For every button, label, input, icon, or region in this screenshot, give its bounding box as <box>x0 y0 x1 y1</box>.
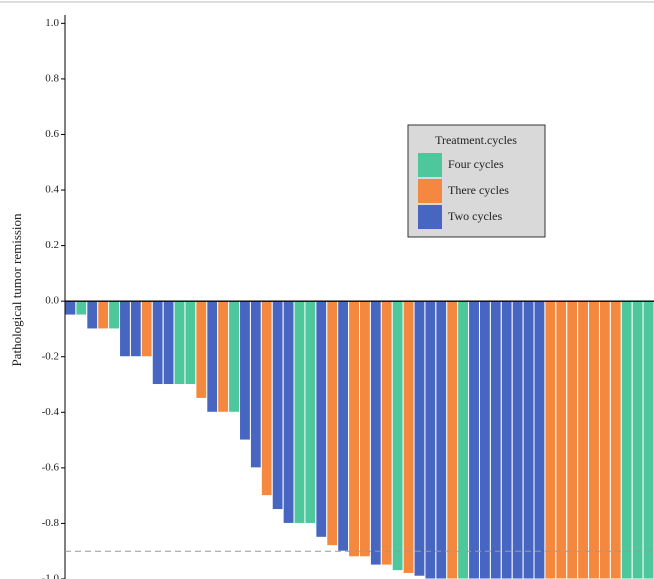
y-tick-label: 0.6 <box>45 128 59 140</box>
bar <box>402 300 415 574</box>
bar <box>598 300 611 579</box>
bar <box>64 300 77 316</box>
bar <box>75 300 88 316</box>
y-tick-label: -0.8 <box>42 517 60 529</box>
bar <box>489 300 502 579</box>
bar <box>413 300 426 577</box>
bar <box>271 300 284 511</box>
bar <box>228 300 241 413</box>
bar <box>500 300 513 579</box>
bar <box>239 300 251 441</box>
bar <box>511 300 524 579</box>
bar <box>369 300 382 566</box>
bar <box>380 300 393 566</box>
bar <box>468 300 480 579</box>
bar <box>326 300 339 547</box>
bar <box>304 300 317 524</box>
bar <box>391 300 404 572</box>
bar <box>195 300 208 399</box>
bar <box>588 300 600 579</box>
y-tick-label: -0.6 <box>42 461 60 473</box>
bar <box>359 300 371 558</box>
y-tick-label: 0.8 <box>45 72 59 84</box>
bar <box>293 300 306 524</box>
y-axis-title: Pathological tumor remission <box>9 213 24 367</box>
legend-title: Treatment.cycles <box>435 133 517 147</box>
bar <box>577 300 590 579</box>
bar <box>337 300 350 552</box>
bar <box>129 300 142 358</box>
bar <box>609 300 622 579</box>
bar <box>260 300 273 497</box>
bar <box>533 300 546 579</box>
bar <box>108 300 121 330</box>
bar <box>249 300 262 469</box>
bar <box>97 300 110 330</box>
bar <box>642 300 654 579</box>
legend-label: Four cycles <box>448 157 504 171</box>
bar <box>631 300 644 579</box>
bar <box>522 300 535 579</box>
bar <box>457 300 470 579</box>
bar <box>119 300 131 358</box>
y-tick-label: -1.0 <box>42 573 60 579</box>
bar <box>282 300 295 524</box>
bar <box>348 300 360 558</box>
y-tick-label: -0.2 <box>42 350 59 362</box>
y-tick-label: -0.4 <box>42 406 60 418</box>
bar <box>315 300 328 538</box>
y-tick-label: 0.0 <box>45 295 59 307</box>
bar <box>478 300 491 579</box>
legend-swatch <box>418 205 442 229</box>
legend-swatch <box>418 179 442 203</box>
bar <box>620 300 633 579</box>
bar <box>446 300 459 579</box>
bar <box>151 300 164 386</box>
bar <box>555 300 568 579</box>
bar <box>424 300 437 579</box>
bar <box>544 300 557 579</box>
y-tick-label: 0.2 <box>45 239 59 251</box>
bar <box>206 300 219 413</box>
y-tick-label: 1.0 <box>45 17 59 29</box>
legend-swatch <box>418 153 442 177</box>
bar <box>140 300 153 358</box>
bar <box>566 300 579 579</box>
legend-label: Two cycles <box>448 209 502 223</box>
bar <box>435 300 448 579</box>
legend-label: There cycles <box>448 183 509 197</box>
bar <box>217 300 230 413</box>
bar <box>86 300 99 330</box>
bar <box>173 300 186 386</box>
bar <box>162 300 175 386</box>
y-tick-label: 0.4 <box>45 184 59 196</box>
bar <box>184 300 197 386</box>
